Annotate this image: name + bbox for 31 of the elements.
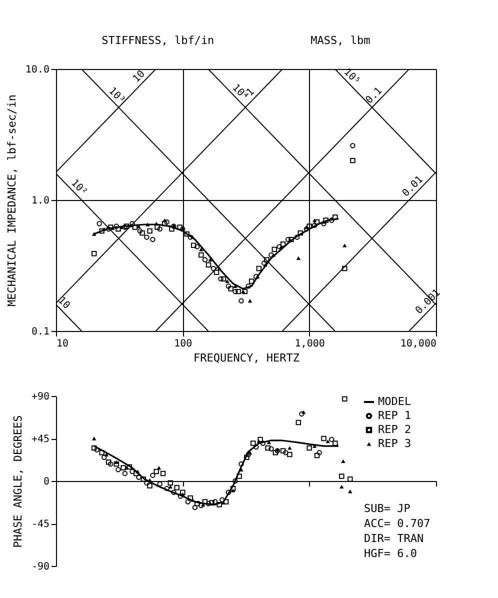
- text: 10⁵: [341, 66, 362, 88]
- legend-label: MODEL: [378, 395, 412, 408]
- x-tick-label: 1,000: [294, 338, 325, 350]
- y-tick-label: 1.0: [31, 196, 50, 206]
- y-tick-label: +45: [31, 434, 50, 445]
- x-tick-label: 10,000: [400, 338, 436, 350]
- annotation: HGF= 6.0: [364, 547, 417, 560]
- x-tick-label: 10: [56, 338, 69, 350]
- x-axis-title: FREQUENCY, HERTZ: [194, 352, 300, 364]
- legend-label: REP 1: [378, 409, 412, 422]
- y-tick-label: -90: [31, 562, 50, 572]
- annotation: ACC= 0.707: [364, 517, 430, 530]
- y-tick-label: 0: [43, 476, 50, 488]
- y-axis-title: PHASE ANGLE, DEGREES: [11, 415, 24, 548]
- y-tick-label: 0.1: [31, 326, 50, 338]
- text: STIFFNESS, lbf/in: [102, 34, 214, 47]
- y-axis-title: MECHANICAL IMPEDANCE, lbf-sec/in: [5, 94, 18, 306]
- y-tick-label: +90: [31, 392, 50, 402]
- y-tick-label: 10.0: [25, 64, 50, 76]
- annotation: DIR= TRAN: [364, 532, 424, 545]
- annotation: SUB= JP: [364, 502, 411, 515]
- text: 10: [56, 295, 72, 312]
- text: 10³: [106, 86, 127, 106]
- text: MASS, lbm: [310, 34, 371, 47]
- y-tick-label: -45: [31, 519, 50, 530]
- text: 10²: [68, 178, 90, 198]
- legend-label: REP 2: [378, 423, 412, 436]
- text: 10: [131, 68, 148, 85]
- x-tick-label: 100: [174, 338, 192, 350]
- legend-label: REP 3: [378, 437, 412, 450]
- text: 0.1: [364, 86, 384, 106]
